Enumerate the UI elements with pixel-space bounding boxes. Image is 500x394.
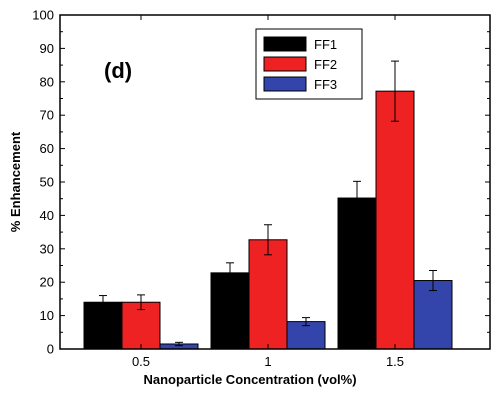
- bar-ff1-1.5: [337, 197, 377, 350]
- y-tick-label: 60: [40, 141, 54, 156]
- x-tick-label-1: 1: [264, 354, 271, 369]
- panel-label: (d): [104, 58, 132, 83]
- bar-ff1-1: [210, 272, 250, 350]
- y-tick-label: 100: [32, 8, 54, 23]
- bar-ff1-0.5: [83, 301, 123, 350]
- legend: FF1 FF2 FF3: [255, 28, 363, 100]
- y-tick-label: 30: [40, 241, 54, 256]
- legend-swatch-ff2: [263, 56, 307, 72]
- y-tick-label: 70: [40, 108, 54, 123]
- bar-ff3-1: [286, 321, 326, 350]
- y-axis-title: % Enhancement: [8, 131, 23, 232]
- y-tick-label: 40: [40, 208, 54, 223]
- legend-swatch-ff3: [263, 76, 307, 92]
- y-tick-label: 20: [40, 275, 54, 290]
- x-axis-title: Nanoparticle Concentration (vol%): [143, 372, 356, 387]
- bar-ff2-1.5: [375, 90, 415, 350]
- y-tick-label: 10: [40, 308, 54, 323]
- error-bars-layer: [99, 60, 437, 347]
- legend-label-ff1: FF1: [314, 37, 337, 52]
- y-tick-label: 50: [40, 175, 54, 190]
- y-tick-label: 80: [40, 74, 54, 89]
- y-tick-label: 0: [47, 342, 54, 357]
- x-tick-label-0.5: 0.5: [132, 354, 150, 369]
- legend-swatch-ff1: [263, 36, 307, 52]
- y-tick-label: 90: [40, 41, 54, 56]
- legend-label-ff2: FF2: [314, 57, 337, 72]
- legend-label-ff3: FF3: [314, 77, 337, 92]
- bar-ff3-1.5: [413, 280, 453, 350]
- bar-ff2-1: [248, 239, 288, 350]
- y-axis: 0 10 20 30 40 50 60 70 80 90 100: [32, 8, 490, 357]
- x-tick-label-1.5: 1.5: [386, 354, 404, 369]
- x-axis: 0.5 1 1.5: [132, 15, 404, 369]
- bars-layer: [83, 90, 453, 350]
